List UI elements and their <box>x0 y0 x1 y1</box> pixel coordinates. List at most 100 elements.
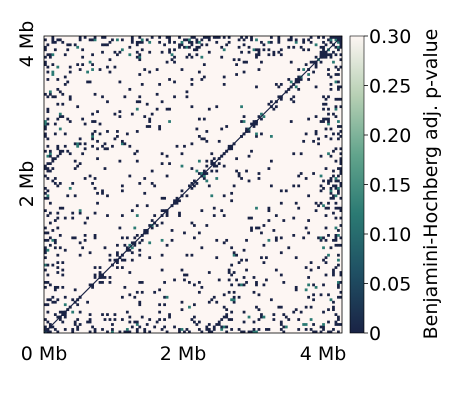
heatmap-cell <box>307 117 311 121</box>
heatmap-cell <box>257 177 261 180</box>
heatmap-cell <box>76 303 80 307</box>
heatmap-cell <box>195 127 199 131</box>
heatmap-cell <box>165 154 169 158</box>
heatmap-cell <box>190 78 194 81</box>
heatmap-cell <box>46 95 50 99</box>
heatmap-cell <box>324 167 328 170</box>
heatmap-cell <box>262 115 266 118</box>
heatmap-cell <box>193 283 196 287</box>
heatmap-cell <box>93 130 97 133</box>
heatmap-cell <box>44 285 47 289</box>
heatmap-cell <box>202 117 206 121</box>
heatmap-cell <box>48 53 52 57</box>
heatmap-cell <box>210 330 214 333</box>
heatmap-cell <box>307 38 311 42</box>
heatmap-cell <box>260 40 263 44</box>
heatmap-cell <box>252 48 256 52</box>
heatmap-cell <box>138 241 142 245</box>
heatmap-cell <box>262 43 266 47</box>
heatmap-cell <box>61 102 65 106</box>
heatmap-cell <box>334 107 338 111</box>
heatmap-cell <box>106 313 109 316</box>
heatmap-cell <box>339 290 342 294</box>
heatmap-cell <box>227 40 231 44</box>
heatmap-cell <box>294 38 298 42</box>
heatmap-cell <box>197 117 201 121</box>
heatmap-cell <box>180 328 184 331</box>
heatmap-cell <box>88 313 92 316</box>
heatmap-cell <box>327 53 330 57</box>
heatmap-cell <box>86 70 89 74</box>
heatmap-cell <box>190 36 194 39</box>
heatmap-cell <box>86 80 89 84</box>
heatmap-cell <box>202 177 206 180</box>
heatmap-cell <box>143 328 147 331</box>
heatmap-cell <box>180 43 184 47</box>
heatmap-cell <box>319 238 323 242</box>
heatmap-cell <box>329 36 333 39</box>
heatmap-cell <box>155 107 159 111</box>
heatmap-cell <box>332 174 335 178</box>
heatmap-cell <box>255 281 258 284</box>
heatmap-cell <box>78 162 82 165</box>
heatmap-cell <box>339 135 342 138</box>
heatmap-cell <box>334 45 338 49</box>
heatmap-cell <box>135 328 139 331</box>
heatmap-cell <box>113 318 117 321</box>
heatmap-cell <box>255 132 258 136</box>
heatmap-cell <box>125 310 129 314</box>
heatmap-cell <box>202 169 206 173</box>
heatmap-cell <box>66 149 70 153</box>
heatmap-cell <box>51 70 55 74</box>
heatmap-cell <box>44 127 47 131</box>
heatmap-cell <box>71 330 75 333</box>
heatmap-cell <box>86 216 89 220</box>
heatmap-cell <box>317 142 320 146</box>
heatmap-cell <box>307 73 311 76</box>
colorbar-tick-label: 0 <box>369 323 381 345</box>
heatmap-cell <box>317 236 320 240</box>
heatmap-cell <box>235 169 238 173</box>
heatmap-cell <box>180 300 184 304</box>
heatmap-cell <box>148 125 152 128</box>
heatmap-cell <box>135 330 139 333</box>
heatmap-cell <box>93 330 97 333</box>
heatmap-cell <box>135 323 139 326</box>
heatmap-cell <box>337 315 340 319</box>
heatmap-cell <box>165 174 169 178</box>
heatmap-cell <box>314 85 318 89</box>
heatmap-cell <box>220 318 224 321</box>
heatmap-cell <box>197 172 201 175</box>
heatmap-cell <box>332 300 335 304</box>
heatmap-cell <box>138 303 142 307</box>
heatmap-cell <box>120 139 124 143</box>
heatmap-cell <box>200 285 204 289</box>
heatmap-cell <box>61 273 65 277</box>
heatmap-cell <box>207 330 211 333</box>
heatmap-cell <box>111 328 114 331</box>
heatmap-cell <box>309 305 313 309</box>
heatmap-cell <box>165 107 169 111</box>
heatmap-cell <box>188 305 191 309</box>
heatmap-cell <box>339 105 342 109</box>
heatmap-cell <box>150 219 154 222</box>
heatmap-cell <box>297 87 301 91</box>
heatmap-cell <box>56 315 60 319</box>
heatmap-cell <box>44 186 47 190</box>
heatmap-cell <box>222 241 226 245</box>
heatmap-cell <box>252 120 256 123</box>
heatmap-cell <box>339 271 342 274</box>
heatmap-cell <box>130 251 134 255</box>
heatmap-cell <box>339 38 342 42</box>
heatmap-cell <box>339 224 342 227</box>
heatmap-cell <box>260 132 263 136</box>
heatmap-cell <box>337 234 340 237</box>
heatmap-cell <box>44 231 47 235</box>
heatmap-cell <box>260 60 263 64</box>
heatmap-cell <box>148 70 152 74</box>
heatmap-cell <box>339 157 342 161</box>
heatmap-cell <box>195 40 199 44</box>
heatmap-cell <box>44 191 47 195</box>
heatmap-cell <box>183 144 186 148</box>
heatmap-cell <box>255 53 258 57</box>
